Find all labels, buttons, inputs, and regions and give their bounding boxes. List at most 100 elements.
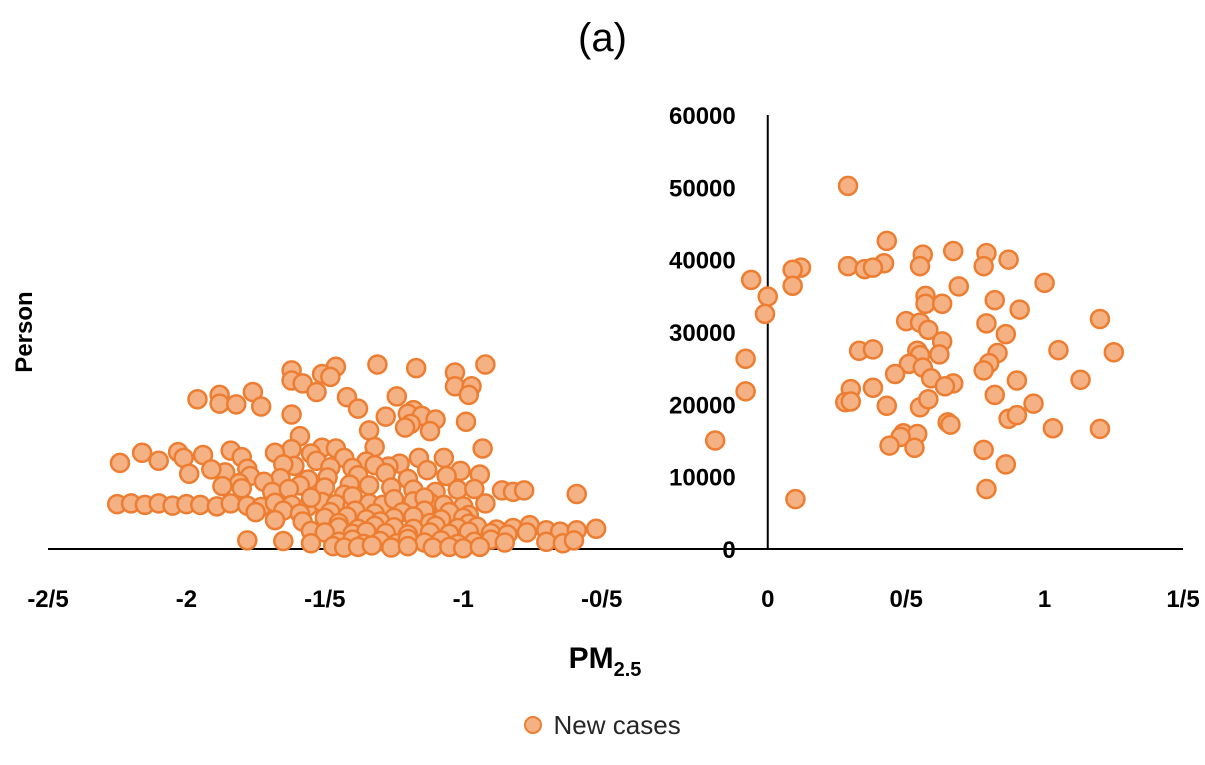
data-point (585, 518, 607, 539)
data-point (740, 269, 762, 291)
data-point (929, 344, 950, 365)
data-point (433, 447, 455, 469)
data-point (1070, 369, 1091, 390)
data-point (918, 389, 939, 410)
data-point (187, 389, 208, 410)
data-point (909, 255, 931, 277)
y-tick-label: 20000 (669, 392, 736, 419)
data-point (976, 478, 997, 500)
data-point (1034, 272, 1055, 294)
x-tick-label: -1/5 (304, 586, 345, 613)
data-point (876, 395, 898, 417)
data-point (837, 255, 859, 277)
data-point (422, 537, 444, 558)
y-tick-label: 0 (722, 537, 735, 564)
data-point (862, 257, 884, 278)
data-point (840, 391, 862, 412)
x-tick-label: -2 (176, 586, 197, 613)
data-point (472, 438, 493, 459)
data-point (563, 530, 585, 551)
data-point (1048, 339, 1069, 361)
data-point (386, 386, 408, 407)
data-point (264, 509, 286, 531)
chart-title: (a) (578, 16, 627, 60)
x-tick-label: -1 (453, 586, 474, 613)
data-point (419, 420, 441, 442)
data-point (494, 532, 516, 553)
data-point (876, 230, 898, 252)
data-point (940, 414, 961, 435)
data-point (273, 530, 294, 552)
data-point (984, 384, 1006, 406)
data-point (757, 286, 779, 307)
x-axis-title-main: PM (569, 642, 614, 675)
data-point (455, 411, 477, 432)
data-point (1103, 342, 1125, 363)
data-point (837, 175, 859, 197)
data-point (320, 366, 341, 388)
data-point (300, 487, 322, 508)
x-tick-label: -0/5 (581, 586, 622, 613)
data-point (915, 293, 936, 315)
x-tick-label: -2/5 (27, 586, 68, 613)
data-point (397, 535, 419, 557)
x-tick-label: 0/5 (889, 586, 922, 613)
data-point (452, 538, 474, 559)
data-point (347, 398, 369, 419)
data-point (405, 357, 427, 379)
data-point (148, 450, 169, 472)
data-point (995, 454, 1017, 475)
data-point (973, 360, 994, 381)
data-point (300, 532, 322, 554)
y-tick-label: 30000 (669, 320, 736, 347)
data-point (250, 396, 272, 417)
x-tick-labels: -2/5 -2 -1/5 -1 -0/5 0 0/5 1 1/5 (27, 586, 1199, 613)
data-point (862, 339, 884, 360)
data-point (735, 381, 756, 402)
data-point (367, 354, 388, 375)
legend-marker-icon (524, 716, 543, 735)
data-point (984, 289, 1006, 311)
data-point (782, 275, 803, 296)
data-point (904, 437, 925, 458)
data-point (245, 501, 266, 523)
y-tick-labels: 0 10000 20000 30000 40000 50000 60000 (669, 103, 736, 564)
data-point (566, 483, 587, 505)
y-tick-label: 50000 (669, 175, 736, 202)
data-point (201, 459, 222, 480)
y-tick-label: 10000 (669, 465, 736, 492)
x-tick-label: 1/5 (1166, 586, 1199, 613)
data-point (934, 376, 956, 397)
data-point (884, 363, 906, 385)
y-axis-title: Person (11, 291, 38, 372)
data-point (1089, 418, 1111, 440)
data-point (536, 531, 557, 553)
data-points-group (106, 175, 1125, 559)
data-point (212, 475, 233, 497)
legend-label: New cases (553, 710, 681, 740)
data-point (447, 479, 468, 500)
data-point (1042, 417, 1064, 439)
data-point (178, 463, 200, 485)
data-point (469, 536, 491, 558)
data-point (475, 354, 496, 375)
data-point (942, 240, 964, 262)
x-axis-title: PM2.5 (569, 642, 642, 681)
data-point (131, 442, 153, 464)
data-point (995, 323, 1017, 345)
data-point (1089, 308, 1111, 330)
y-tick-label: 60000 (669, 103, 736, 130)
data-point (358, 475, 380, 496)
data-point (862, 377, 884, 398)
data-point (109, 452, 131, 474)
data-point (513, 480, 535, 501)
data-point (973, 439, 994, 461)
data-point (237, 530, 258, 551)
legend: New cases (0, 710, 1205, 741)
data-point (475, 493, 496, 514)
data-point (931, 293, 953, 315)
data-point (361, 535, 383, 556)
data-point (375, 406, 396, 427)
data-point (879, 435, 900, 456)
